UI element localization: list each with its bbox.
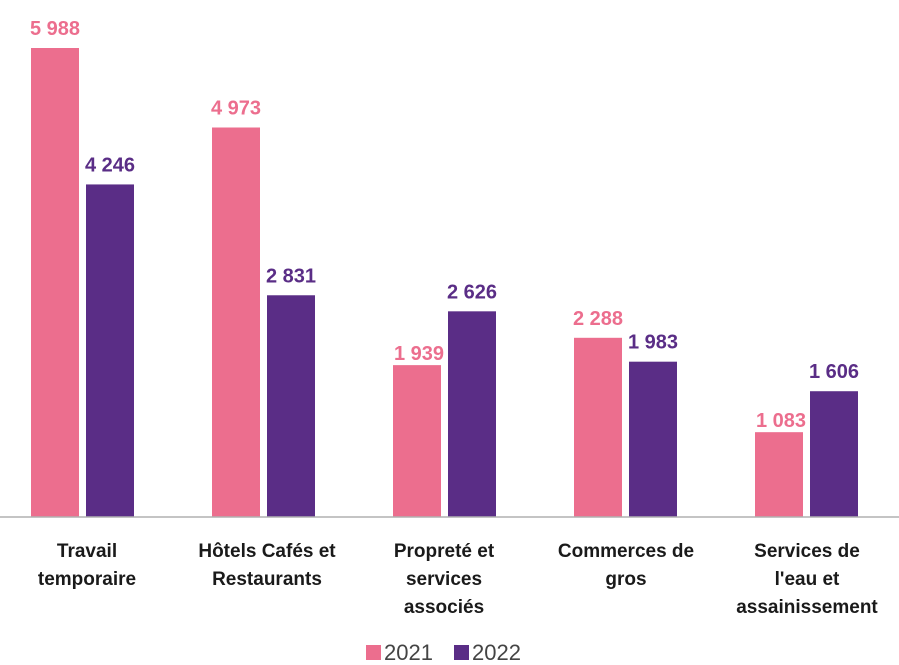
category-label-4-line-2: assainissement: [736, 597, 878, 618]
bar-2022-2: [448, 311, 496, 517]
category-label-3-line-1: gros: [605, 569, 646, 590]
legend-swatch-2021: [366, 645, 381, 660]
category-label-2-line-1: services: [406, 569, 482, 590]
category-labels-layer: Travail temporaire Hôtels Cafés et Restaura…: [38, 541, 879, 618]
value-label-2021-3: 2 288: [573, 308, 623, 330]
category-label-4-line-0: Services de: [754, 541, 860, 562]
value-label-2021-1: 4 973: [211, 97, 261, 119]
value-label-2021-0: 5 988: [30, 18, 80, 40]
category-label-1-line-1: Restaurants: [212, 569, 322, 590]
category-label-4-line-1: l'eau et: [775, 569, 840, 590]
bars-layer: [31, 48, 858, 517]
category-label-3-line-0: Commerces de: [558, 541, 694, 562]
bar-2022-4: [810, 391, 858, 517]
category-label-1-line-0: Hôtels Cafés et: [198, 541, 336, 562]
category-label-2-line-0: Propreté et: [394, 541, 495, 562]
legend-label-2022: 2022: [472, 640, 521, 665]
value-label-2022-1: 2 831: [266, 265, 316, 287]
legend: 2021 2022: [366, 640, 521, 665]
bar-2021-0: [31, 48, 79, 517]
value-label-2022-3: 1 983: [628, 332, 678, 354]
category-label-0-line-0: Travail: [57, 541, 117, 562]
bar-2021-4: [755, 432, 803, 517]
bar-2022-3: [629, 362, 677, 517]
value-label-2021-2: 1 939: [394, 343, 444, 365]
value-label-2022-2: 2 626: [447, 281, 497, 303]
bar-2022-0: [86, 184, 134, 517]
value-label-2022-4: 1 606: [809, 361, 859, 383]
bar-2022-1: [267, 295, 315, 517]
legend-label-2021: 2021: [384, 640, 433, 665]
bar-2021-2: [393, 365, 441, 517]
category-label-2-line-2: associés: [404, 597, 484, 618]
value-label-2021-4: 1 083: [756, 410, 806, 432]
value-label-2022-0: 4 246: [85, 154, 135, 176]
bar-2021-3: [574, 338, 622, 517]
legend-swatch-2022: [454, 645, 469, 660]
category-label-0-line-1: temporaire: [38, 569, 136, 590]
bar-2021-1: [212, 127, 260, 517]
